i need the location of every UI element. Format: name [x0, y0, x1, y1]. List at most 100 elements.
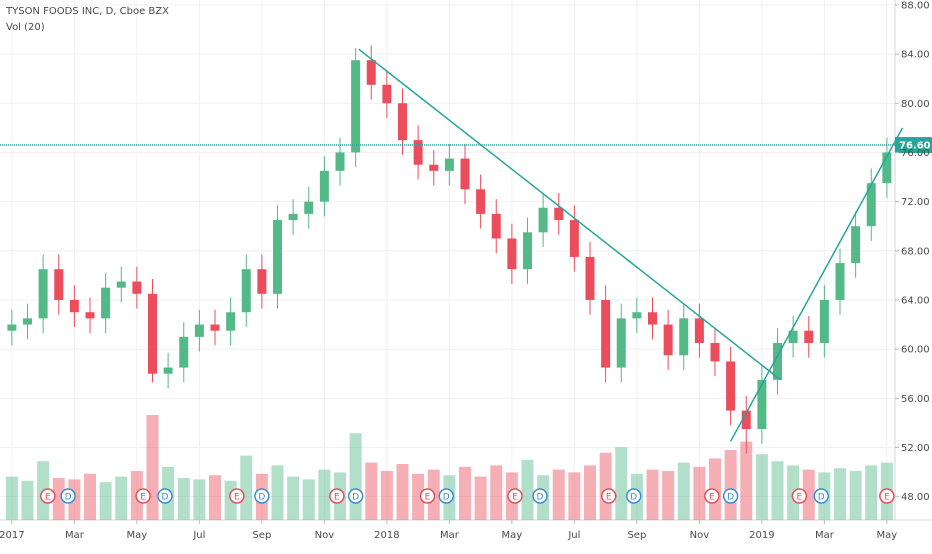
candle-body [882, 152, 892, 184]
event-label: E [512, 493, 518, 503]
volume-bar [52, 478, 65, 520]
event-marker [879, 488, 895, 504]
candle-body [851, 226, 861, 264]
candle-body [69, 299, 79, 313]
volume-bar [380, 471, 393, 520]
candle-body [335, 152, 345, 171]
volume-bar [474, 476, 487, 520]
event-marker [254, 488, 270, 504]
candle-body [569, 220, 579, 257]
event-marker [438, 488, 454, 504]
volume-bar [349, 433, 362, 520]
candle-body [148, 293, 157, 374]
x-tick-label: May [877, 530, 898, 541]
volume-bar [318, 469, 331, 520]
volume-bar [365, 462, 378, 520]
candle-body [241, 269, 251, 313]
candle-body [319, 170, 329, 202]
event-marker [60, 488, 76, 504]
x-tick-label: Nov [315, 530, 335, 541]
candle-body [132, 281, 142, 294]
y-tick-label: 76.00 [901, 148, 930, 159]
candle-body [429, 164, 439, 171]
candle-body [741, 410, 751, 430]
event-label: E [425, 493, 431, 503]
volume-bar [834, 468, 846, 520]
candle-body [382, 84, 392, 104]
event-marker [507, 488, 523, 504]
volume-bar [209, 475, 221, 520]
x-tick-label: May [127, 530, 148, 541]
candle-body [491, 213, 501, 239]
candle-body [179, 336, 189, 368]
volume-bar [490, 465, 503, 520]
event-label: D [258, 493, 265, 503]
y-tick-label: 68.00 [901, 246, 930, 257]
candle-body [554, 207, 564, 221]
y-tick-label: 72.00 [901, 197, 930, 208]
candle-body [601, 299, 611, 368]
candle-body [444, 158, 454, 171]
candle-body [460, 158, 470, 190]
x-tick-label: 2018 [374, 530, 399, 541]
price-label: 76.60 [899, 141, 931, 152]
x-tick-label: Mar [440, 530, 460, 541]
x-tick-label: Mar [65, 530, 85, 541]
candle-body [679, 318, 689, 356]
candle-body [710, 342, 720, 362]
overlays: 76.60 E D E D E D E D E D E D E D E D E D E [0, 48, 932, 504]
event-marker [722, 488, 739, 504]
volume-bar [693, 466, 706, 520]
candle-body [663, 324, 673, 356]
volume-bar [146, 415, 159, 520]
event-marker [704, 488, 720, 504]
volume-bar [271, 465, 284, 520]
event-label: E [606, 493, 612, 503]
volume-bar [99, 482, 112, 520]
event-label: E [234, 493, 240, 503]
trendline [729, 127, 904, 442]
event-label: D [537, 493, 544, 503]
y-tick-label: 84.00 [901, 50, 930, 61]
volume-bar [740, 441, 753, 520]
candle-body [304, 201, 314, 214]
volume-bar [193, 479, 206, 520]
event-label: D [162, 493, 169, 503]
candle-body [773, 342, 782, 380]
event-label: D [65, 493, 72, 503]
volume-bar [21, 480, 34, 520]
chart-title: TYSON FOODS INC, D, Cboe BZX [5, 6, 169, 17]
volume-bar [802, 469, 815, 520]
candle-body [585, 256, 595, 300]
candle-body [257, 269, 267, 294]
volume-bar [177, 478, 190, 520]
event-marker [347, 488, 364, 504]
trendline [358, 48, 782, 381]
x-tick-label: Nov [690, 530, 710, 541]
event-label: E [709, 493, 715, 503]
x-tick-label: 2017 [0, 530, 25, 541]
x-tick-label: Jul [192, 530, 205, 541]
volume-bar [568, 472, 581, 520]
event-marker [157, 488, 173, 504]
candle-body [194, 324, 204, 337]
event-label: D [630, 493, 637, 503]
y-tick-label: 64.00 [901, 295, 930, 306]
candle-body [819, 299, 829, 343]
x-tick-label: Jul [567, 530, 580, 541]
event-label: E [797, 493, 803, 503]
candle-body [726, 361, 736, 411]
event-label: D [818, 493, 825, 503]
event-marker [532, 488, 548, 504]
event-marker [813, 488, 829, 504]
volume-bar [84, 473, 96, 520]
candles [7, 45, 892, 454]
candle-body [835, 263, 845, 300]
volume-pane [5, 415, 893, 520]
y-tick-label: 56.00 [901, 394, 930, 405]
event-label: D [352, 493, 359, 503]
event-label: E [140, 493, 146, 503]
candle-body [757, 379, 767, 430]
x-tick-label: Sep [627, 530, 646, 541]
